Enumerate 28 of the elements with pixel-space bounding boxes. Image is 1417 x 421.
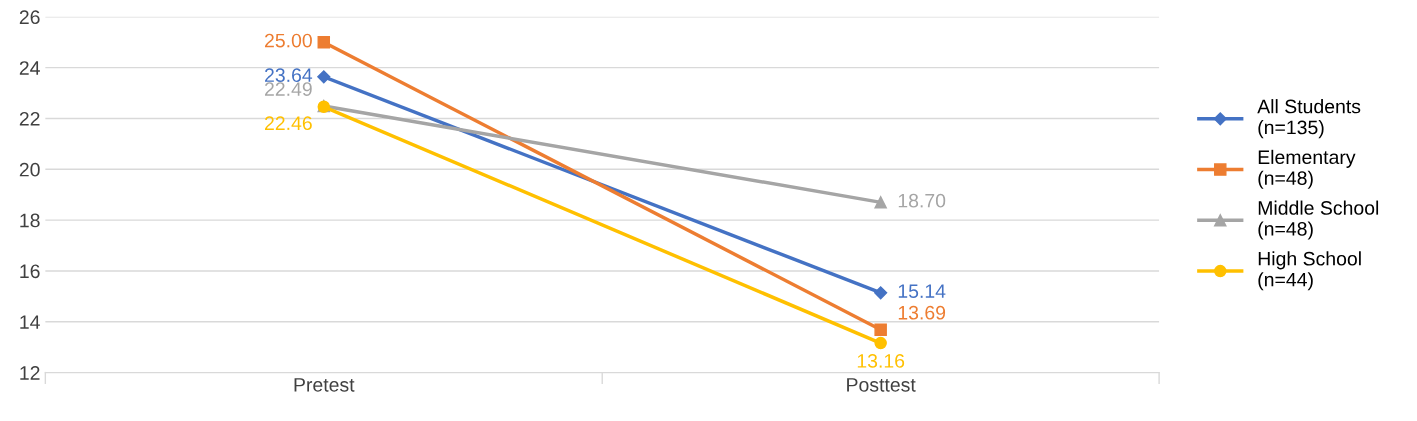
y-tick-label: 14: [20, 315, 40, 329]
legend-label: High School (n=44): [1258, 251, 1361, 291]
point: [874, 323, 887, 336]
y-tick-label: 24: [19, 61, 40, 75]
point: [317, 35, 331, 49]
y-tick-label: 16: [20, 264, 40, 279]
point: [874, 336, 887, 350]
data-label: 15.14: [898, 284, 946, 299]
x-tick-label: Posttest: [847, 378, 916, 392]
data-label: 25.00: [265, 33, 312, 48]
y-tick-label: 18: [20, 213, 40, 228]
point: [317, 70, 331, 84]
point: [874, 196, 887, 209]
legend-label: All Students (n=135): [1257, 99, 1361, 139]
data-label: 18.70: [898, 193, 946, 208]
point: [874, 286, 888, 300]
y-tick-label: 20: [19, 162, 40, 177]
data-label: 13.69: [898, 305, 946, 320]
x-tick-label: Pretest: [294, 378, 355, 392]
data-label: 23.64: [265, 68, 313, 83]
data-label: 13.16: [857, 354, 905, 368]
legend-label: Middle School (n=48): [1258, 200, 1379, 240]
y-tick-label: 22: [19, 111, 40, 126]
y-tick-label: 12: [20, 366, 40, 380]
data-label: 22.46: [265, 116, 312, 131]
legend-label: Elementary (n=48): [1258, 149, 1356, 189]
y-tick-label: 26: [19, 10, 40, 25]
data-label: 22.49: [265, 82, 312, 96]
